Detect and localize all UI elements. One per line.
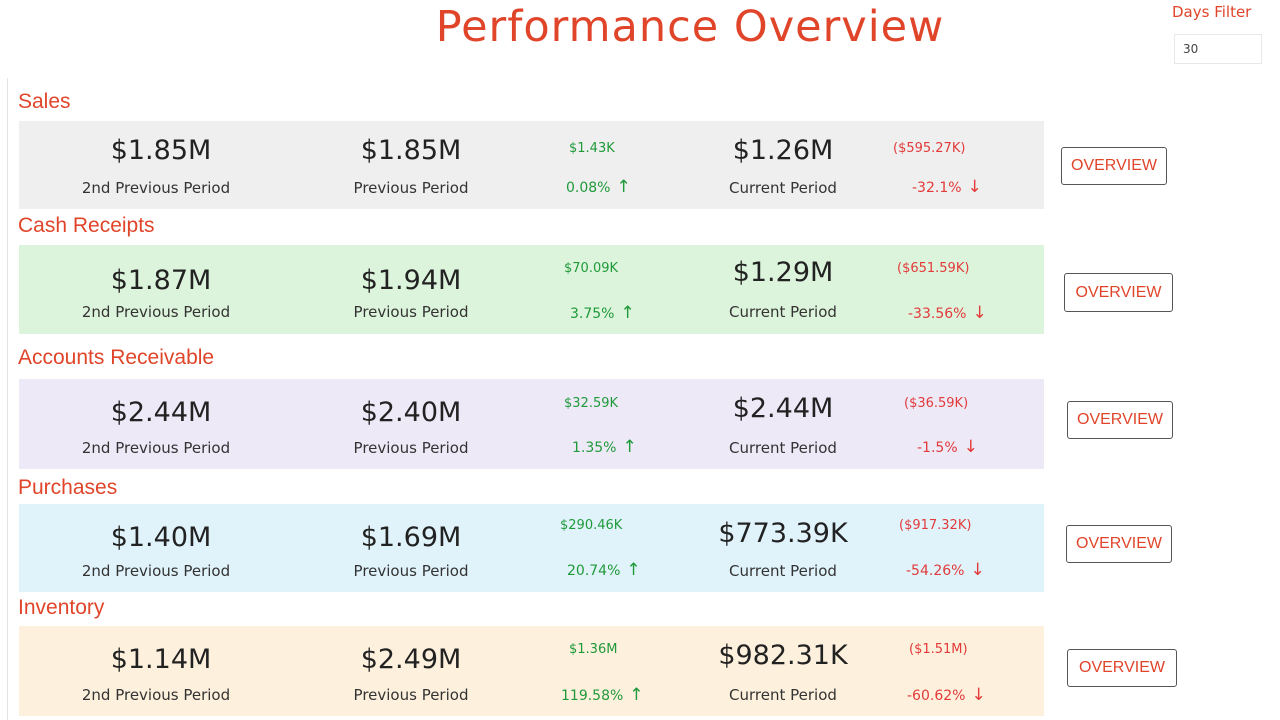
prev-change-percent: 0.08% ↑ [566,177,631,197]
section-title: Sales [18,90,71,113]
second-previous-value: $2.44M [110,397,212,428]
prev-change-amount: $32.59K [564,396,619,411]
up-arrow-icon: ↑ [626,560,641,580]
curr-change-percent: -1.5% ↓ [917,437,978,457]
section-inventory: Inventory $1.14M 2nd Previous Period $2.… [0,596,1280,720]
curr-change-percent-value: -60.62% [907,688,966,704]
previous-label: Previous Period [353,179,469,197]
current-value: $1.29M [732,257,834,288]
current-label: Current Period [729,439,837,457]
second-previous-label: 2nd Previous Period [81,562,231,580]
curr-change-percent-value: -32.1% [912,180,962,196]
curr-change-percent: -60.62% ↓ [907,685,986,705]
curr-change-percent-value: -33.56% [908,306,967,322]
previous-value: $1.94M [360,265,462,296]
days-filter-label: Days Filter [1172,3,1252,21]
current-value: $773.39K [718,518,848,549]
second-previous-value: $1.87M [110,265,212,296]
current-label: Current Period [729,562,837,580]
overview-button-purchases[interactable]: OVERVIEW [1066,525,1172,563]
kpi-panel: $1.87M 2nd Previous Period $1.94M Previo… [19,245,1044,334]
section-purchases: Purchases $1.40M 2nd Previous Period $1.… [0,474,1280,592]
left-divider [7,78,8,720]
curr-change-amount: ($651.59K) [897,261,970,276]
up-arrow-icon: ↑ [629,685,644,705]
curr-change-percent-value: -1.5% [917,440,958,456]
prev-change-percent-value: 3.75% [570,306,615,322]
up-arrow-icon: ↑ [616,177,631,197]
overview-button-inventory[interactable]: OVERVIEW [1067,649,1177,687]
kpi-panel: $1.40M 2nd Previous Period $1.69M Previo… [19,504,1044,592]
previous-value: $1.85M [360,135,462,166]
second-previous-label: 2nd Previous Period [81,179,231,197]
prev-change-amount: $290.46K [560,518,623,533]
current-label: Current Period [729,179,837,197]
prev-change-percent: 119.58% ↑ [561,685,644,705]
prev-change-percent-value: 20.74% [567,563,621,579]
previous-label: Previous Period [353,562,469,580]
down-arrow-icon: ↓ [967,177,982,197]
curr-change-amount: ($595.27K) [893,141,966,156]
prev-change-percent-value: 0.08% [566,180,611,196]
section-cash-receipts: Cash Receipts $1.87M 2nd Previous Period… [0,212,1280,336]
prev-change-percent-value: 119.58% [561,688,624,704]
kpi-panel: $2.44M 2nd Previous Period $2.40M Previo… [19,379,1044,469]
second-previous-label: 2nd Previous Period [81,439,231,457]
second-previous-value: $1.85M [110,135,212,166]
prev-change-percent: 3.75% ↑ [570,303,635,323]
down-arrow-icon: ↓ [963,437,978,457]
previous-value: $2.40M [360,397,462,428]
section-title: Accounts Receivable [18,346,215,369]
current-value: $2.44M [732,393,834,424]
up-arrow-icon: ↑ [620,303,635,323]
section-title: Cash Receipts [18,214,155,237]
curr-change-percent-value: -54.26% [906,563,965,579]
prev-change-percent: 20.74% ↑ [567,560,641,580]
curr-change-percent: -32.1% ↓ [912,177,982,197]
up-arrow-icon: ↑ [622,437,637,457]
previous-label: Previous Period [353,439,469,457]
overview-button-sales[interactable]: OVERVIEW [1061,147,1167,185]
previous-label: Previous Period [353,686,469,704]
prev-change-percent: 1.35% ↑ [572,437,637,457]
prev-change-amount: $1.43K [569,141,615,156]
section-title: Purchases [18,476,118,499]
current-label: Current Period [729,686,837,704]
down-arrow-icon: ↓ [971,685,986,705]
curr-change-amount: ($36.59K) [904,396,969,411]
current-value: $982.31K [718,640,848,671]
down-arrow-icon: ↓ [972,303,987,323]
days-filter-input[interactable] [1174,34,1262,64]
overview-button-accounts-receivable[interactable]: OVERVIEW [1067,401,1173,439]
curr-change-amount: ($917.32K) [899,518,972,533]
section-sales: Sales $1.85M 2nd Previous Period $1.85M … [0,88,1280,210]
previous-value: $2.49M [360,644,462,675]
second-previous-value: $1.14M [110,644,212,675]
kpi-panel: $1.14M 2nd Previous Period $2.49M Previo… [19,626,1044,716]
down-arrow-icon: ↓ [970,560,985,580]
current-label: Current Period [729,303,837,321]
overview-button-cash-receipts[interactable]: OVERVIEW [1064,273,1173,312]
curr-change-percent: -33.56% ↓ [908,303,987,323]
prev-change-amount: $1.36M [569,642,618,657]
section-accounts-receivable: Accounts Receivable $2.44M 2nd Previous … [0,344,1280,472]
kpi-panel: $1.85M 2nd Previous Period $1.85M Previo… [19,121,1044,209]
current-value: $1.26M [732,135,834,166]
prev-change-percent-value: 1.35% [572,440,617,456]
second-previous-label: 2nd Previous Period [81,303,231,321]
page-title: Performance Overview [435,2,945,52]
second-previous-label: 2nd Previous Period [81,686,231,704]
previous-label: Previous Period [353,303,469,321]
previous-value: $1.69M [360,522,462,553]
curr-change-amount: ($1.51M) [909,642,968,657]
second-previous-value: $1.40M [110,522,212,553]
prev-change-amount: $70.09K [564,261,619,276]
curr-change-percent: -54.26% ↓ [906,560,985,580]
section-title: Inventory [18,596,105,619]
